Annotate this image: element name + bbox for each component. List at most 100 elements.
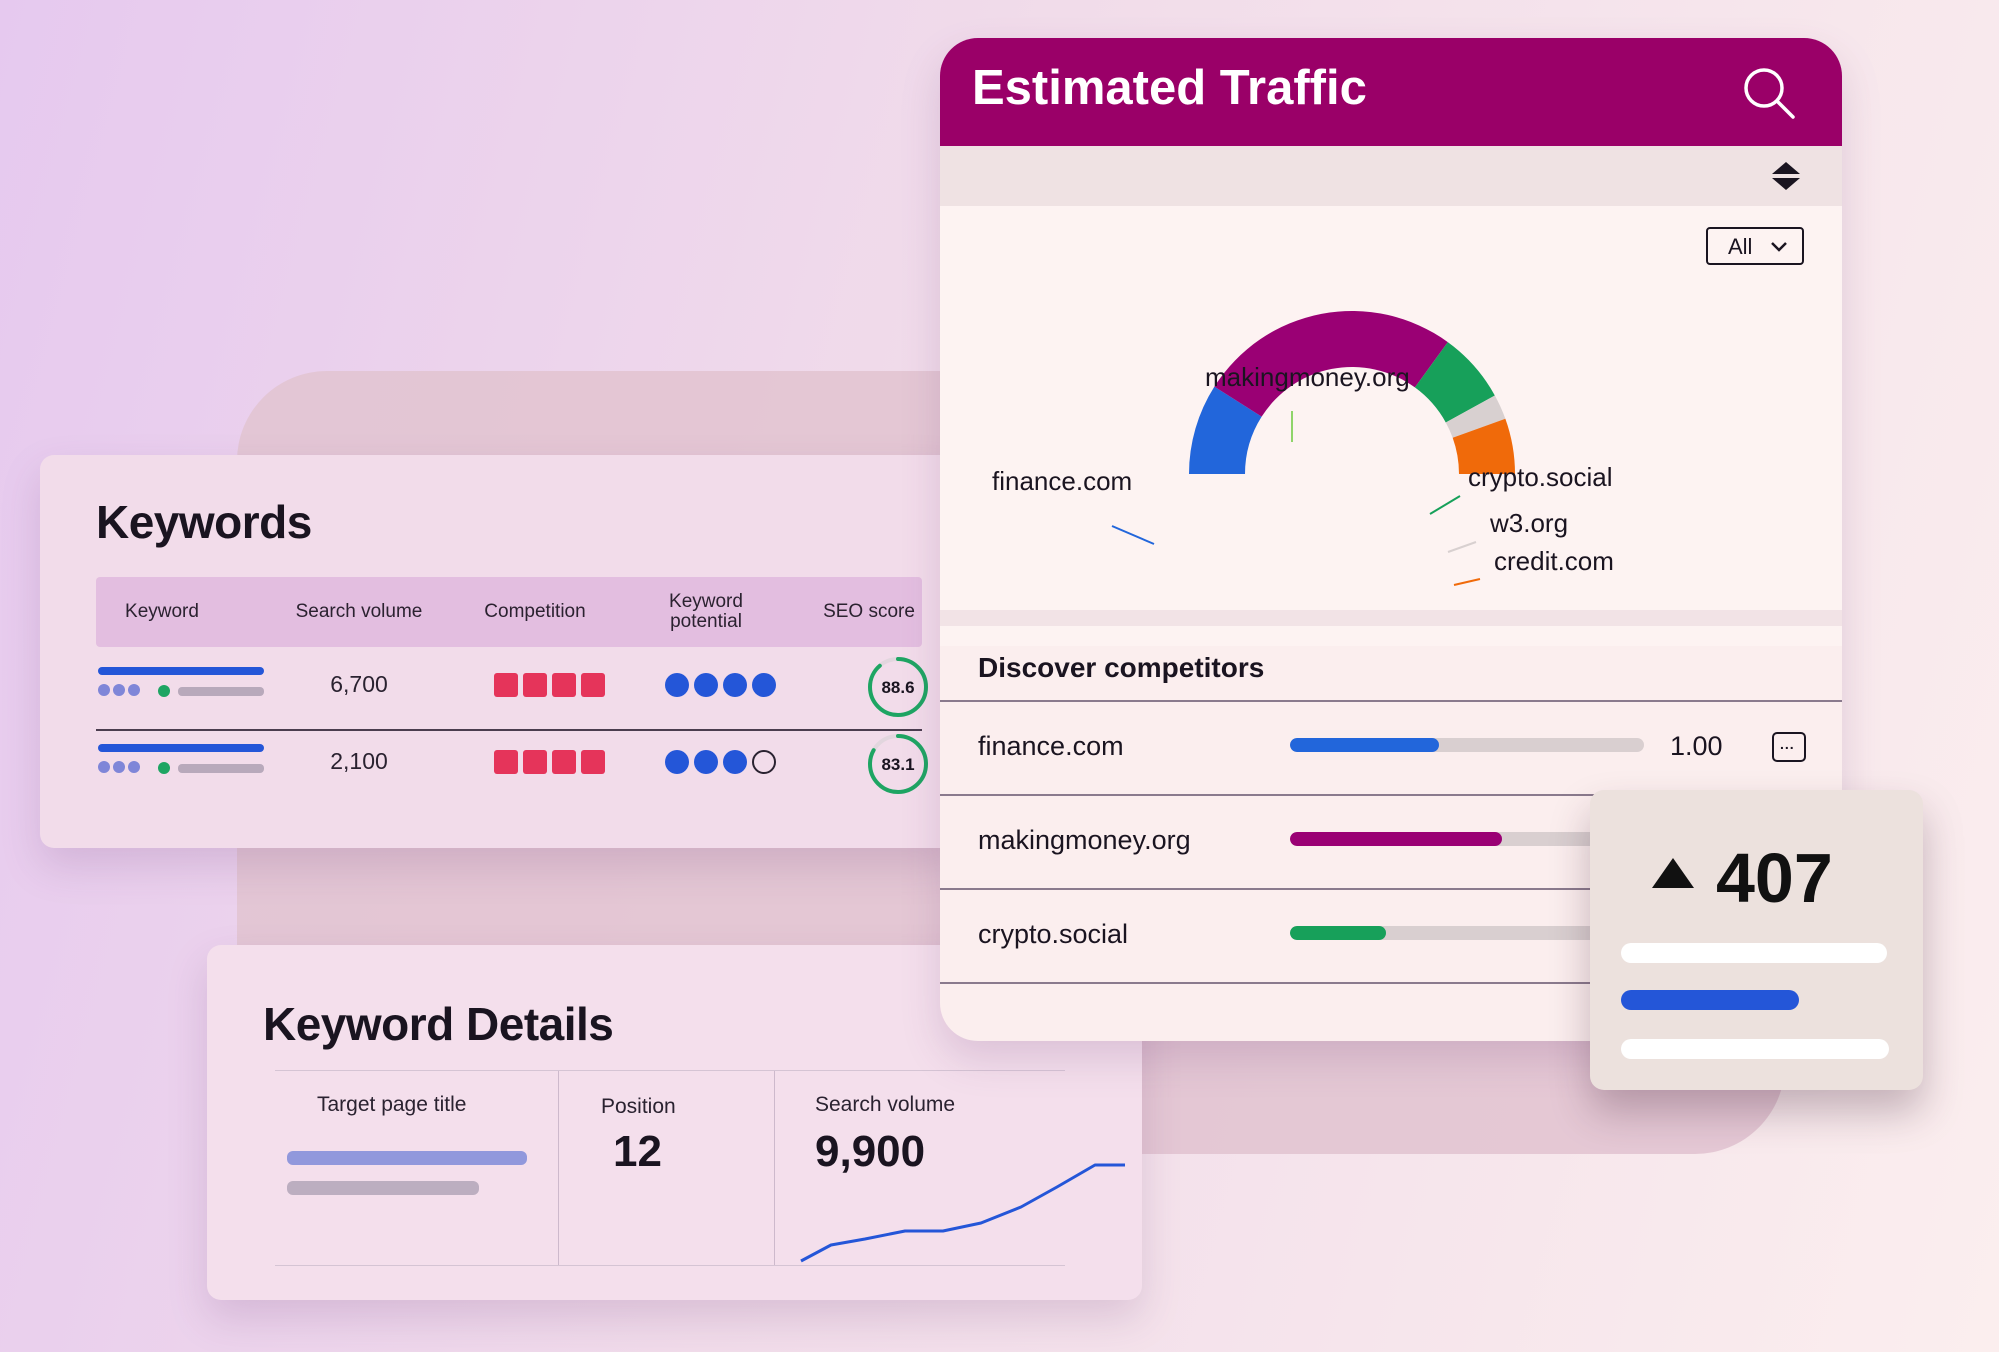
gauge-leader-line: [1429, 495, 1461, 515]
competition-square: [581, 750, 605, 774]
estimated-traffic-title: Estimated Traffic: [972, 61, 1367, 115]
competitor-row[interactable]: finance.com 1.00...: [940, 702, 1842, 796]
competitor-row[interactable]: crypto.social: [940, 890, 1842, 984]
competitors-top-rule: [940, 700, 1842, 702]
section-divider: [940, 610, 1842, 626]
competition-square: [552, 673, 576, 697]
seo-score-ring: 88.6: [868, 657, 928, 717]
col-seo-score[interactable]: SEO score: [823, 601, 915, 622]
triangle-up-icon: [1652, 858, 1694, 888]
gauge-leader-line: [1111, 525, 1155, 545]
chevron-down-icon: [1771, 242, 1787, 252]
potential-dot: [665, 673, 689, 697]
stat-placeholder-bar: [1621, 943, 1887, 963]
more-options-icon[interactable]: ...: [1772, 732, 1806, 762]
column-divider: [774, 1071, 775, 1265]
estimated-traffic-header: Estimated Traffic: [940, 38, 1842, 146]
gauge-leader-line: [1447, 541, 1477, 553]
gauge-label-w3-org: w3.org: [1490, 508, 1569, 538]
discover-competitors-title: Discover competitors: [978, 652, 1265, 683]
keyword-meta-bar: [178, 764, 264, 773]
estimated-traffic-card: Estimated Traffic All finance.com makingm…: [940, 38, 1842, 1041]
target-page-title-label: Target page title: [317, 1093, 467, 1116]
keyword-details-title: Keyword Details: [263, 998, 614, 1050]
trend-stat-card: 407: [1590, 790, 1923, 1090]
keyword-meta-dots: [98, 760, 143, 778]
potential-indicator: [665, 750, 781, 779]
potential-dot: [694, 750, 718, 774]
competitor-row-rule: [940, 794, 1842, 796]
competitor-progress-fill: [1290, 832, 1503, 846]
competition-indicator: [494, 673, 610, 702]
stat-placeholder-bar: [1621, 1039, 1889, 1059]
search-volume-value: 6,700: [330, 671, 388, 697]
gauge-label-crypto-social: crypto.social: [1468, 462, 1613, 492]
gauge-label-credit-com: credit.com: [1494, 546, 1614, 576]
potential-dot: [752, 750, 776, 774]
keywords-title: Keywords: [96, 496, 312, 548]
keywords-table-header: Keyword Search volume Competition Keywor…: [96, 577, 922, 647]
gauge-segment-finance-com[interactable]: [1189, 386, 1262, 474]
keyword-placeholder-bar: [98, 744, 264, 752]
keyword-placeholder-bar: [98, 667, 264, 675]
search-icon[interactable]: [1742, 66, 1796, 120]
position-value: 12: [613, 1127, 662, 1176]
competitor-score: 1.00: [1670, 731, 1723, 761]
keyword-details-grid: Target page title Position 12 Search vol…: [275, 1070, 1125, 1266]
potential-dot: [665, 750, 689, 774]
gauge-segment-credit-com[interactable]: [1452, 418, 1515, 474]
competitor-name: finance.com: [978, 731, 1124, 761]
trend-stat-value: 407: [1716, 839, 1833, 917]
title-placeholder-bar: [287, 1151, 527, 1165]
potential-dot: [694, 673, 718, 697]
sort-toolbar: [940, 146, 1842, 206]
gauge-segment-makingmoney-org[interactable]: [1214, 311, 1448, 417]
gauge-label-finance-com: finance.com: [992, 466, 1133, 496]
title-placeholder-bar-secondary: [287, 1181, 479, 1195]
filter-select-value: All: [1728, 234, 1753, 259]
competitor-progress-track: [1290, 832, 1644, 846]
competition-square: [552, 750, 576, 774]
col-keyword[interactable]: Keyword: [125, 601, 199, 622]
status-dot: [158, 762, 170, 774]
col-competition[interactable]: Competition: [484, 601, 586, 622]
potential-indicator: [665, 673, 781, 702]
potential-dot: [723, 673, 747, 697]
keyword-meta-dots: [98, 683, 143, 701]
keyword-row[interactable]: 2,100 83.1: [96, 730, 928, 806]
search-volume-value: 9,900: [815, 1127, 926, 1176]
position-label: Position: [601, 1095, 676, 1118]
competitor-progress-track: [1290, 738, 1644, 752]
competition-square: [494, 673, 518, 697]
seo-score-value: 88.6: [881, 678, 914, 697]
competition-square: [523, 750, 547, 774]
competitor-progress-track: [1290, 926, 1644, 940]
col-keyword-potential-line2: potential: [670, 611, 742, 632]
traffic-gauge-chart: [1111, 311, 1515, 586]
col-search-volume[interactable]: Search volume: [295, 601, 423, 622]
competition-square: [581, 673, 605, 697]
seo-score-value: 83.1: [881, 755, 914, 774]
stat-highlight-bar: [1621, 990, 1799, 1010]
col-keyword-potential[interactable]: Keyword potential: [626, 592, 786, 632]
keyword-meta-bar: [178, 687, 264, 696]
keywords-card: Keywords Keyword Search volume Competiti…: [40, 455, 960, 848]
competitor-row[interactable]: makingmoney.org: [940, 796, 1842, 890]
competition-square: [494, 750, 518, 774]
seo-score-ring: 83.1: [868, 734, 928, 794]
gauge-segment-crypto-social[interactable]: [1414, 342, 1495, 423]
traffic-chart-panel: [940, 206, 1842, 646]
search-volume-value: 2,100: [330, 748, 388, 774]
status-dot: [158, 685, 170, 697]
search-volume-label: Search volume: [815, 1093, 956, 1116]
competitor-name: crypto.social: [978, 919, 1129, 949]
col-keyword-potential-line1: Keyword: [669, 591, 743, 612]
sort-icon[interactable]: [1770, 160, 1802, 192]
keyword-details-card: Keyword Details Target page title Positi…: [207, 945, 1142, 1300]
competition-square: [523, 673, 547, 697]
filter-select[interactable]: All: [1706, 227, 1804, 265]
keyword-row[interactable]: 6,700 88.6: [96, 653, 928, 731]
competitor-progress-fill: [1290, 738, 1439, 752]
gauge-segment-w3-org[interactable]: [1445, 395, 1506, 438]
competitor-row-rule: [940, 982, 1842, 984]
